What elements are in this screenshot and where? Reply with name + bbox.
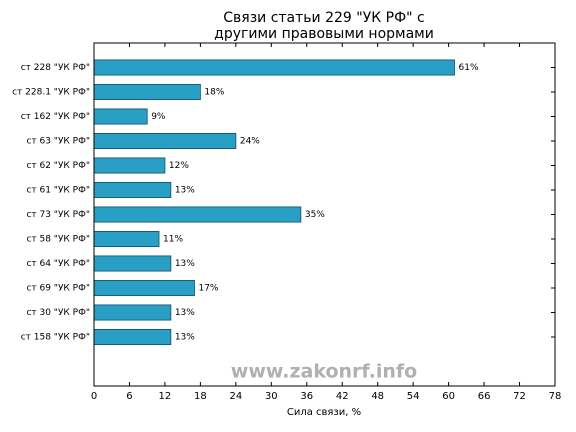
y-tick-label: ст 162 "УК РФ" xyxy=(21,112,90,122)
y-tick-label: ст 62 "УК РФ" xyxy=(26,161,90,171)
x-tick-label: 60 xyxy=(442,391,455,402)
value-label: 13% xyxy=(175,259,195,269)
bar xyxy=(93,231,160,247)
x-tick-label: 0 xyxy=(91,391,97,402)
bar xyxy=(93,280,195,296)
value-label: 61% xyxy=(459,63,479,73)
value-label: 35% xyxy=(305,210,325,220)
x-tick-label: 54 xyxy=(407,391,420,402)
x-tick-label: 66 xyxy=(478,391,491,402)
x-tick-label: 24 xyxy=(229,391,242,402)
value-label: 17% xyxy=(198,284,218,294)
value-label: 13% xyxy=(175,186,195,196)
y-tick-label: ст 30 "УК РФ" xyxy=(26,308,90,318)
bar xyxy=(93,108,148,125)
x-tick-label: 48 xyxy=(371,391,384,402)
x-axis-label: Сила связи, % xyxy=(287,407,361,418)
value-label: 12% xyxy=(169,161,189,171)
y-tick-label: ст 158 "УК РФ" xyxy=(21,333,90,343)
y-tick-label: ст 228 "УК РФ" xyxy=(21,63,90,73)
chart-title: Связи статьи 229 "УК РФ" с xyxy=(223,10,424,26)
bar xyxy=(93,329,172,345)
y-tick-label: ст 69 "УК РФ" xyxy=(26,284,90,294)
value-label: 13% xyxy=(175,333,195,343)
x-tick-label: 6 xyxy=(126,391,132,402)
x-tick-label: 30 xyxy=(265,391,278,402)
y-tick-label: ст 73 "УК РФ" xyxy=(26,210,90,220)
x-tick-label: 42 xyxy=(336,391,349,402)
y-tick-label: ст 61 "УК РФ" xyxy=(26,186,90,196)
bar xyxy=(93,255,172,272)
x-tick-label: 18 xyxy=(194,391,207,402)
y-tick-label: ст 228.1 "УК РФ" xyxy=(12,88,90,98)
value-label: 9% xyxy=(151,112,166,122)
y-tick-label: ст 58 "УК РФ" xyxy=(26,235,90,245)
watermark: www.zakonrf.info xyxy=(231,361,417,383)
value-label: 24% xyxy=(240,137,260,147)
value-label: 13% xyxy=(175,308,195,318)
bar xyxy=(93,304,172,321)
bar xyxy=(93,59,455,76)
x-tick-label: 78 xyxy=(549,391,562,402)
bar xyxy=(93,84,201,100)
y-tick-label: ст 64 "УК РФ" xyxy=(26,259,90,269)
bar xyxy=(93,157,166,174)
value-label: 18% xyxy=(204,88,224,98)
bar xyxy=(93,206,302,223)
x-tick-label: 12 xyxy=(159,391,172,402)
x-tick-label: 36 xyxy=(300,391,313,402)
value-label: 11% xyxy=(163,235,183,245)
plot-frame xyxy=(93,42,556,387)
chart-title: другими правовыми нормами xyxy=(214,26,434,42)
bar xyxy=(93,182,172,198)
x-tick-label: 72 xyxy=(513,391,526,402)
y-tick-label: ст 63 "УК РФ" xyxy=(26,137,90,147)
bar xyxy=(93,133,237,149)
